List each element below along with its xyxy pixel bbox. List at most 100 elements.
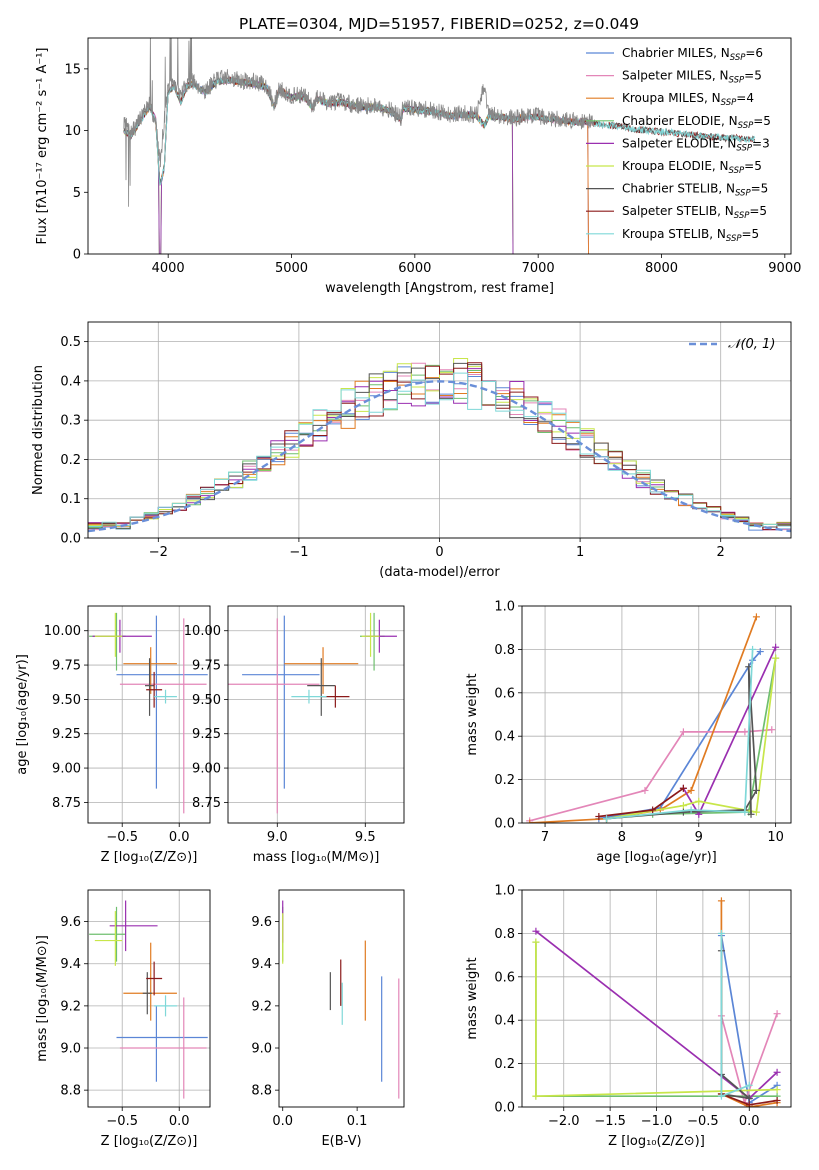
- axes-frame: [227, 605, 405, 824]
- x-tick-label: −1.5: [594, 1114, 626, 1129]
- y-tick-label: 0.6: [494, 686, 515, 701]
- point-marker: [773, 1068, 781, 1076]
- y-tick-label: 9.50: [192, 693, 221, 708]
- y-tick-label: 8.8: [60, 1084, 81, 1099]
- errorbar-kroupa-miles: [123, 942, 177, 1021]
- legend-label-kroupa-miles: Kroupa MILES, NSSP=4: [622, 91, 754, 108]
- grid-age-vs-Z: [88, 606, 210, 823]
- series-line-kroupa-stelib: [606, 649, 754, 820]
- errorbar-salpeter-stelib: [146, 961, 163, 996]
- panel-age-vs-mass: 9.0 9.5 8.75 9.00 9.25 9.50 9.75 10.00 mass [log…: [184, 605, 405, 865]
- errorbar-kroupa-elodie: [94, 911, 123, 966]
- axes-frame: [87, 37, 792, 255]
- x-tick-label: 8: [618, 830, 626, 845]
- x-axis-label: wavelength [Angstrom, rest frame]: [325, 281, 554, 296]
- y-axis-label: mass [log₁₀(M/M⊙)]: [35, 935, 50, 1062]
- plot-area-weight-vs-Z: [532, 897, 781, 1107]
- point-marker: [756, 648, 764, 656]
- point-marker: [603, 815, 611, 823]
- panel-residuals: −2 −1 0 1 2 0.0 0.1 0.2 0.3 0.4 0.5 (data-model)/er…: [31, 321, 792, 580]
- x-tick-label: 0: [435, 545, 443, 560]
- x-axis-label: age [log₁₀(age/yr)]: [596, 850, 717, 865]
- model-spectrum-salpeter-elodie: [123, 77, 514, 254]
- point-marker: [749, 645, 757, 653]
- point-marker: [695, 797, 703, 805]
- x-axis-label: (data-model)/error: [379, 565, 500, 580]
- point-marker: [773, 1096, 781, 1104]
- plot-area-age-vs-mass: [228, 612, 397, 814]
- errorbar-kroupa-stelib: [291, 689, 327, 704]
- axes-frame: [87, 889, 211, 1108]
- point-marker: [717, 929, 725, 937]
- point-marker: [679, 784, 687, 792]
- legend-label-salpeter-miles: Salpeter MILES, NSSP=5: [622, 69, 762, 86]
- panel-weight-vs-age: 7 8 9 10 0.0 0.2 0.4 0.6 0.8 1.0 age [log₁₀(age/yr…: [465, 600, 792, 865]
- point-marker: [595, 812, 603, 820]
- x-axis-label: E(B-V): [321, 1134, 361, 1149]
- x-tick-label: 0.0: [169, 830, 190, 845]
- x-tick-label: 6000: [398, 261, 431, 276]
- point-marker: [747, 810, 755, 818]
- y-tick-label: 9.00: [192, 762, 221, 777]
- y-tick-label: 10: [64, 124, 81, 139]
- legend-label-chabrier-stelib: Chabrier STELIB, NSSP=5: [622, 182, 768, 199]
- point-marker: [745, 1101, 753, 1107]
- x-tick-label: 7: [541, 830, 549, 845]
- x-tick-label: −0.5: [687, 1114, 719, 1129]
- point-marker: [773, 1086, 781, 1094]
- x-tick-label: 4000: [152, 261, 185, 276]
- panel-weight-vs-Z: −2.0 −1.5 −1.0 −0.5 0.0 0.0 0.2 0.4 0.6 0.8 1.0 Z […: [465, 884, 792, 1149]
- model-spectrum-chabrier-elodie: [123, 76, 514, 254]
- y-tick-label: 9.50: [52, 693, 81, 708]
- point-marker: [717, 897, 725, 905]
- legend-label-chabrier-elodie: Chabrier ELODIE, NSSP=5: [622, 114, 771, 131]
- axes-frame: [278, 889, 405, 1108]
- panel-mass-vs-Z: −0.5 0.0 8.8 9.0 9.2 9.4 9.6 Z [log₁₀(Z/Z⊙)] mas…: [35, 889, 211, 1149]
- series-line-salpeter-miles: [529, 728, 772, 822]
- x-tick-label: 9: [695, 830, 703, 845]
- errorbar-kroupa-stelib: [154, 689, 177, 704]
- x-axis-label: mass [log₁₀(M/M⊙)]: [253, 850, 380, 865]
- grid-mass-vs-Z: [88, 890, 210, 1107]
- point-marker: [687, 786, 695, 794]
- errorbar-chabrier-miles: [116, 1005, 208, 1082]
- point-marker: [649, 806, 657, 814]
- point-marker: [717, 1092, 725, 1100]
- errorbar-salpeter-stelib: [146, 671, 163, 708]
- plot-area-mass-vs-Z: [89, 900, 208, 1099]
- errorbar-chabrier-stelib: [145, 658, 155, 716]
- point-marker: [741, 808, 749, 816]
- y-axis-label: Normed distribution: [31, 365, 46, 495]
- point-marker: [532, 1092, 540, 1100]
- point-marker: [745, 1094, 753, 1102]
- errorbar-chabrier-stelib: [142, 972, 152, 1015]
- point-marker: [679, 802, 687, 810]
- y-tick-label: 9.75: [52, 659, 81, 674]
- x-tick-label: 9000: [768, 261, 801, 276]
- x-axis-label: Z [log₁₀(Z/Z⊙)]: [101, 850, 198, 865]
- y-tick-label: 0.3: [60, 414, 81, 429]
- errorbar-chabrier-elodie: [89, 906, 126, 962]
- y-tick-label: 9.25: [52, 727, 81, 742]
- errorbar-kroupa-elodie: [361, 612, 380, 657]
- point-marker: [687, 806, 695, 814]
- point-marker: [772, 643, 780, 651]
- y-tick-label: 0.2: [494, 1057, 515, 1072]
- y-tick-label: 0.8: [494, 643, 515, 658]
- plot-area-age-vs-Z: [89, 612, 208, 814]
- y-tick-label: 0.2: [60, 453, 81, 468]
- y-tick-label: 0.5: [60, 335, 81, 350]
- x-tick-label: −1.0: [641, 1114, 673, 1129]
- y-tick-label: 0.4: [494, 730, 515, 745]
- errorbar-kroupa-stelib: [154, 995, 177, 1017]
- x-tick-label: 7000: [522, 261, 555, 276]
- x-axis-label: Z [log₁₀(Z/Z⊙)]: [101, 1134, 198, 1149]
- legend-residuals: 𝒩(0, 1): [689, 337, 775, 352]
- axes-frame: [521, 605, 792, 824]
- x-tick-label: 9.0: [267, 830, 288, 845]
- axes-frame: [521, 889, 792, 1108]
- x-tick-label: 8000: [645, 261, 678, 276]
- point-marker: [752, 808, 760, 816]
- y-axis-label: mass weight: [465, 957, 480, 1039]
